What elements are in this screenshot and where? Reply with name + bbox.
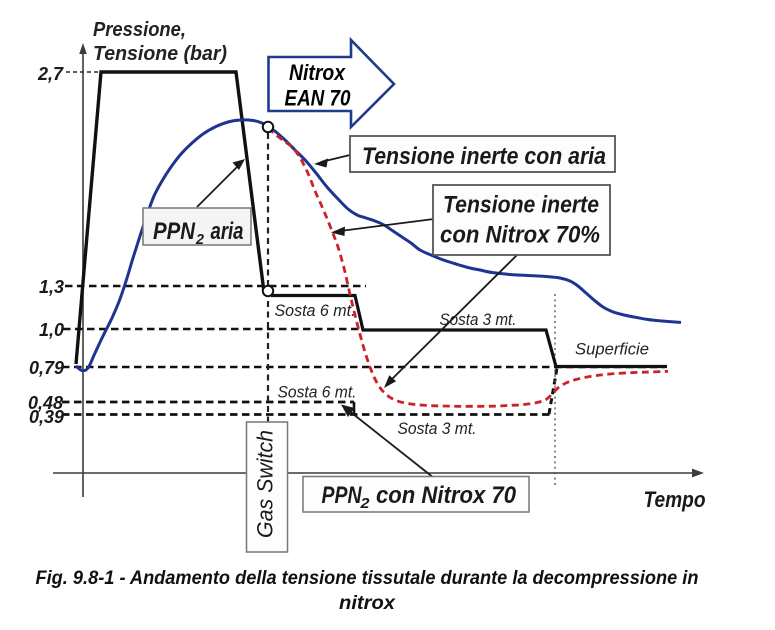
svg-text:1,0: 1,0 [39, 320, 64, 340]
svg-text:2: 2 [195, 231, 205, 248]
svg-text:Tensione inerte con aria: Tensione inerte con aria [362, 143, 606, 170]
svg-text:0,48: 0,48 [28, 393, 63, 413]
svg-text:Fig. 9.8-1 - Andamento della t: Fig. 9.8-1 - Andamento della tensione ti… [36, 568, 699, 589]
svg-text:Superficie: Superficie [575, 340, 649, 359]
svg-text:2: 2 [359, 495, 370, 512]
svg-text:nitrox: nitrox [339, 593, 397, 614]
svg-text:Pressione,: Pressione, [93, 19, 186, 41]
svg-text:1,3: 1,3 [39, 277, 64, 297]
svg-text:Sosta 6 mt.: Sosta 6 mt. [278, 383, 357, 402]
svg-text:PPN: PPN [153, 218, 196, 245]
svg-text:aria: aria [211, 218, 244, 245]
svg-text:Tensione inerte: Tensione inerte [443, 192, 599, 219]
svg-text:Sosta 3 mt.: Sosta 3 mt. [398, 419, 477, 438]
svg-text:PPN: PPN [322, 482, 363, 509]
svg-text:con Nitrox 70%: con Nitrox 70% [440, 222, 600, 249]
svg-text:0,39: 0,39 [29, 407, 64, 427]
svg-text:Tempo: Tempo [644, 487, 706, 512]
svg-text:2,7: 2,7 [37, 64, 64, 84]
svg-text:EAN 70: EAN 70 [285, 86, 352, 111]
svg-text:con Nitrox 70: con Nitrox 70 [376, 482, 517, 509]
svg-text:Tensione (bar): Tensione (bar) [93, 43, 227, 65]
svg-text:Gas Switch: Gas Switch [253, 430, 278, 538]
svg-text:Sosta 6 mt.: Sosta 6 mt. [275, 301, 356, 320]
svg-text:Sosta 3 mt.: Sosta 3 mt. [440, 310, 517, 329]
svg-text:0,79: 0,79 [29, 358, 64, 378]
svg-text:Nitrox: Nitrox [289, 60, 346, 85]
